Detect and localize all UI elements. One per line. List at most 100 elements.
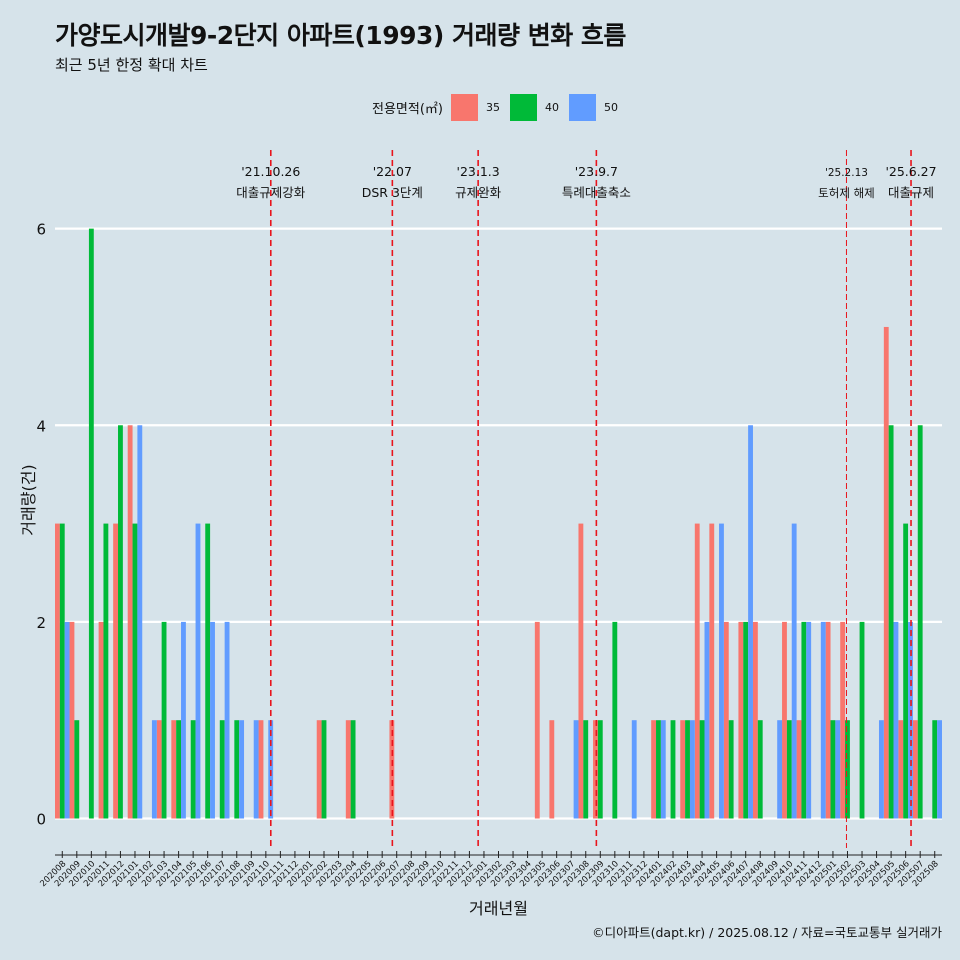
bar-40-202204	[350, 720, 356, 819]
legend: 전용면적(㎡) 35 40 50	[372, 93, 628, 121]
legend-item-35: 35	[450, 93, 504, 121]
bar-40-202404	[699, 720, 705, 819]
bar-35-202204	[345, 720, 351, 819]
event-name-label: 규제완화	[455, 185, 502, 200]
bar-50-202008	[64, 621, 70, 819]
event-date-label: '22.07	[373, 164, 412, 179]
source-caption: ©디아파트(dapt.kr) / 2025.08.12 / 자료=국토교통부 실…	[592, 925, 942, 940]
bar-35-202507	[912, 720, 918, 819]
bar-35-202009	[69, 621, 75, 819]
bar-40-202012	[118, 425, 123, 819]
bar-40-202010	[88, 228, 94, 819]
bar-40-202009	[74, 720, 80, 819]
bar-50-202411	[806, 621, 812, 819]
bar-50-202105	[195, 523, 201, 819]
legend-swatch-40	[509, 93, 537, 121]
bar-50-202407	[748, 425, 753, 819]
bar-40-202310	[612, 621, 618, 819]
chart-title: 가양도시개발9-2단지 아파트(1993) 거래량 변화 흐름	[55, 21, 626, 50]
bar-50-202409	[777, 720, 783, 819]
legend-title: 전용면적(㎡)	[372, 101, 443, 117]
bar-40-202103	[161, 621, 167, 819]
bar-35-202305	[534, 621, 540, 819]
bar-40-202410	[786, 720, 792, 819]
bar-35-202104	[171, 720, 177, 819]
bar-40-202101	[132, 523, 138, 819]
event-name-label: 특례대출축소	[562, 185, 631, 200]
bar-50-202404	[704, 621, 710, 819]
bar-50-202109	[253, 720, 259, 819]
legend-swatch-50	[568, 93, 596, 121]
y-tick-label: 0	[36, 811, 46, 829]
bar-40-202501	[830, 720, 836, 819]
legend-swatch-35	[450, 93, 478, 121]
event-date-label: '23.9.7	[575, 164, 618, 179]
bar-35-202506	[898, 720, 904, 819]
bar-40-202402	[670, 720, 676, 819]
bar-35-202410	[782, 621, 787, 819]
bar-35-202110	[258, 720, 264, 819]
bar-35-202401	[651, 720, 657, 819]
bar-40-202309	[597, 720, 603, 819]
bar-50-202101	[137, 425, 143, 819]
bar-50-202307	[573, 720, 579, 819]
bar-40-202107	[219, 720, 225, 819]
bar-35-202501	[825, 621, 831, 819]
event-date-label: '25.2.13	[825, 167, 868, 179]
bar-35-202306	[549, 720, 555, 819]
legend-label-35: 35	[485, 100, 500, 114]
bar-50-202108	[239, 720, 245, 819]
bar-35-202309	[593, 720, 598, 819]
bar-50-202110	[268, 720, 274, 819]
bar-35-202407	[738, 621, 744, 819]
y-tick-label: 2	[36, 614, 46, 632]
bar-50-202104	[181, 621, 186, 819]
event-date-label: '25.6.27	[885, 164, 936, 179]
y-tick-label: 4	[36, 417, 46, 435]
event-name-label: 대출규제	[888, 185, 934, 200]
bar-40-202011	[103, 523, 109, 819]
chart-subtitle: 최근 5년 한정 확대 차트	[55, 56, 208, 74]
bar-40-202411	[801, 621, 807, 819]
bar-40-202503	[859, 621, 865, 819]
bar-35-202103	[156, 720, 162, 819]
bar-40-202502	[845, 720, 850, 819]
legend-item-40: 40	[509, 93, 563, 121]
bar-35-202308	[578, 523, 584, 819]
bar-50-202508	[937, 720, 942, 819]
bar-35-202408	[752, 621, 758, 819]
bar-40-202406	[728, 720, 734, 819]
event-name-label: DSR 3단계	[362, 185, 423, 200]
bar-50-202102	[151, 720, 157, 819]
bar-50-202311	[631, 720, 637, 819]
bar-50-202412	[820, 621, 826, 819]
event-name-label: 대출규제강화	[236, 185, 306, 200]
legend-label-40: 40	[544, 100, 559, 114]
event-date-label: '23.1.3	[457, 164, 500, 179]
bar-35-202008	[55, 523, 60, 819]
bar-35-202502	[840, 621, 846, 819]
bar-35-202404	[694, 523, 700, 819]
bar-40-202401	[656, 720, 661, 819]
bar-40-202508	[932, 720, 938, 819]
bar-40-202108	[234, 720, 240, 819]
bar-40-202105	[190, 720, 196, 819]
bar-50-202401	[660, 720, 666, 819]
bar-40-202408	[757, 720, 763, 819]
bar-35-202505	[883, 326, 889, 819]
bar-35-202411	[796, 720, 802, 819]
bar-50-202403	[689, 720, 695, 819]
x-axis-title: 거래년월	[469, 899, 528, 918]
bar-50-202504	[878, 720, 884, 819]
y-tick-label: 6	[36, 221, 46, 239]
bar-35-202101	[127, 425, 133, 819]
bar-40-202403	[685, 720, 690, 819]
bar-35-202405	[709, 523, 715, 819]
bar-40-202407	[743, 621, 749, 819]
bar-50-202107	[224, 621, 230, 819]
legend-label-50: 50	[603, 100, 618, 114]
bar-40-202505	[888, 425, 894, 819]
bar-35-202207	[389, 720, 395, 819]
bar-40-202507	[917, 425, 923, 819]
